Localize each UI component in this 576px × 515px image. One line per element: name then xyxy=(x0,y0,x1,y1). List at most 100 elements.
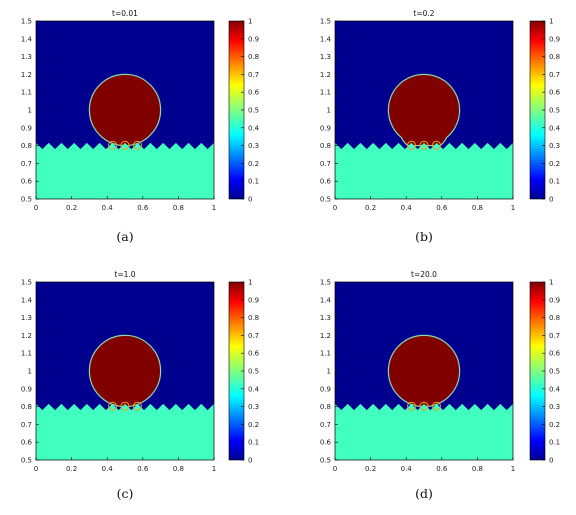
colorbar-tick-label: 0.4 xyxy=(549,124,561,132)
contact-lobe xyxy=(108,140,118,150)
colorbar-tick-label: 0.9 xyxy=(248,35,259,43)
x-tick-label: 0.4 xyxy=(102,204,114,212)
x-tick-label: 0.8 xyxy=(472,465,483,473)
y-tick-label: 1.5 xyxy=(320,279,331,287)
y-tick-label: 1.2 xyxy=(21,71,32,79)
contact-lobe xyxy=(407,401,417,411)
colorbar-tick-label: 0.4 xyxy=(248,124,260,132)
panel-title: t=1.0 xyxy=(114,270,135,279)
y-tick-label: 0.5 xyxy=(320,196,331,204)
colorbar-tick-label: 0.3 xyxy=(248,403,259,411)
x-tick-label: 0.4 xyxy=(102,465,114,473)
colorbar-tick-label: 0.1 xyxy=(248,439,259,447)
colorbar-tick-label: 0.7 xyxy=(549,332,560,340)
colorbar-tick-label: 0.8 xyxy=(248,53,259,61)
y-tick-label: 0.7 xyxy=(21,160,32,168)
y-tick-label: 0.5 xyxy=(21,196,32,204)
colorbar-tick-label: 0.8 xyxy=(248,314,259,322)
colorbar-tick-label: 0.7 xyxy=(248,71,259,79)
x-tick-label: 1 xyxy=(511,204,515,212)
y-tick-label: 1.3 xyxy=(320,53,331,61)
x-tick-label: 0.8 xyxy=(173,465,184,473)
y-tick-label: 1.5 xyxy=(320,18,331,26)
y-tick-label: 1.1 xyxy=(320,89,331,97)
x-tick-label: 0.8 xyxy=(472,204,483,212)
x-tick-label: 1 xyxy=(511,465,515,473)
colorbar-tick-label: 0.4 xyxy=(248,385,260,393)
x-tick-label: 0.2 xyxy=(365,204,376,212)
colorbar-tick-label: 0.5 xyxy=(248,368,259,376)
y-tick-label: 1.4 xyxy=(21,35,33,43)
y-tick-label: 1.1 xyxy=(21,350,32,358)
contact-lobe xyxy=(419,401,429,411)
liquid-drop xyxy=(387,334,461,408)
y-tick-label: 0.6 xyxy=(21,178,33,186)
y-tick-label: 1 xyxy=(28,368,32,376)
colorbar-tick-label: 0.9 xyxy=(549,35,560,43)
y-tick-label: 1.4 xyxy=(320,35,332,43)
x-tick-label: 0.6 xyxy=(436,465,448,473)
colorbar-tick-label: 0.9 xyxy=(248,296,259,304)
colorbar-tick-label: 0.6 xyxy=(549,89,561,97)
colorbar-tick-label: 0.8 xyxy=(549,53,560,61)
y-tick-label: 1.4 xyxy=(21,296,33,304)
colorbar-tick-label: 0 xyxy=(248,457,252,465)
colorbar-tick-label: 0.2 xyxy=(549,421,560,429)
panel-title: t=0.2 xyxy=(413,9,434,18)
x-tick-label: 1 xyxy=(212,204,216,212)
colorbar-tick-label: 0.1 xyxy=(248,178,259,186)
y-tick-label: 0.9 xyxy=(21,124,32,132)
colorbar-tick-label: 0.6 xyxy=(549,350,561,358)
x-tick-label: 0.6 xyxy=(137,465,149,473)
y-tick-label: 1.1 xyxy=(21,89,32,97)
contact-lobe xyxy=(431,401,441,411)
y-tick-label: 1.2 xyxy=(320,332,331,340)
colorbar-tick-label: 1 xyxy=(248,18,252,26)
y-tick-label: 0.6 xyxy=(320,178,332,186)
contact-lobe xyxy=(132,140,142,150)
colorbar-tick-label: 0 xyxy=(549,196,553,204)
colorbar-tick-label: 0.3 xyxy=(248,142,259,150)
colorbar-tick-label: 0.7 xyxy=(248,332,259,340)
colorbar-tick-label: 1 xyxy=(248,279,252,287)
colorbar-tick-label: 0.3 xyxy=(549,403,560,411)
x-tick-label: 0 xyxy=(34,204,38,212)
y-tick-label: 1.5 xyxy=(21,279,32,287)
y-tick-label: 0.6 xyxy=(21,439,33,447)
contact-lobe xyxy=(120,401,130,411)
x-tick-label: 0 xyxy=(34,465,38,473)
colorbar-tick-label: 0.6 xyxy=(248,89,260,97)
colorbar-tick-label: 1 xyxy=(549,279,553,287)
panel-b: t=0.2 0.5 0.6 0.7 0.8 0.9 1 1.1 1.2 1.3 1.4 1.5 0 0.2… xyxy=(320,9,561,244)
x-tick-label: 1 xyxy=(212,465,216,473)
y-tick-label: 0.8 xyxy=(21,142,32,150)
y-tick-label: 0.7 xyxy=(320,421,331,429)
y-tick-label: 0.8 xyxy=(320,142,331,150)
y-tick-label: 1.4 xyxy=(320,296,332,304)
y-tick-label: 1.3 xyxy=(21,314,32,322)
rough-surface xyxy=(36,142,214,199)
x-tick-label: 0 xyxy=(333,204,337,212)
y-tick-label: 1.3 xyxy=(320,314,331,322)
y-tick-label: 1.5 xyxy=(21,18,32,26)
colorbar-tick-label: 0.1 xyxy=(549,439,560,447)
y-tick-label: 0.7 xyxy=(21,421,32,429)
liquid-drop xyxy=(88,73,162,147)
y-tick-label: 0.5 xyxy=(320,457,331,465)
contact-lobe xyxy=(407,140,417,150)
y-tick-label: 0.8 xyxy=(320,403,331,411)
colorbar-tick-label: 0.5 xyxy=(549,368,560,376)
panel-caption: (d) xyxy=(415,486,433,501)
y-tick-label: 0.5 xyxy=(21,457,32,465)
colorbar-tick-label: 0 xyxy=(549,457,553,465)
panel-caption: (b) xyxy=(415,229,433,244)
rough-surface xyxy=(335,403,513,460)
contact-lobe xyxy=(431,140,441,150)
y-tick-label: 1.2 xyxy=(320,71,331,79)
colorbar-tick-label: 0.2 xyxy=(549,160,560,168)
x-tick-label: 0.8 xyxy=(173,204,184,212)
panel-caption: (a) xyxy=(116,229,133,244)
colorbar-tick-label: 0.9 xyxy=(549,296,560,304)
y-tick-label: 0.9 xyxy=(320,385,331,393)
